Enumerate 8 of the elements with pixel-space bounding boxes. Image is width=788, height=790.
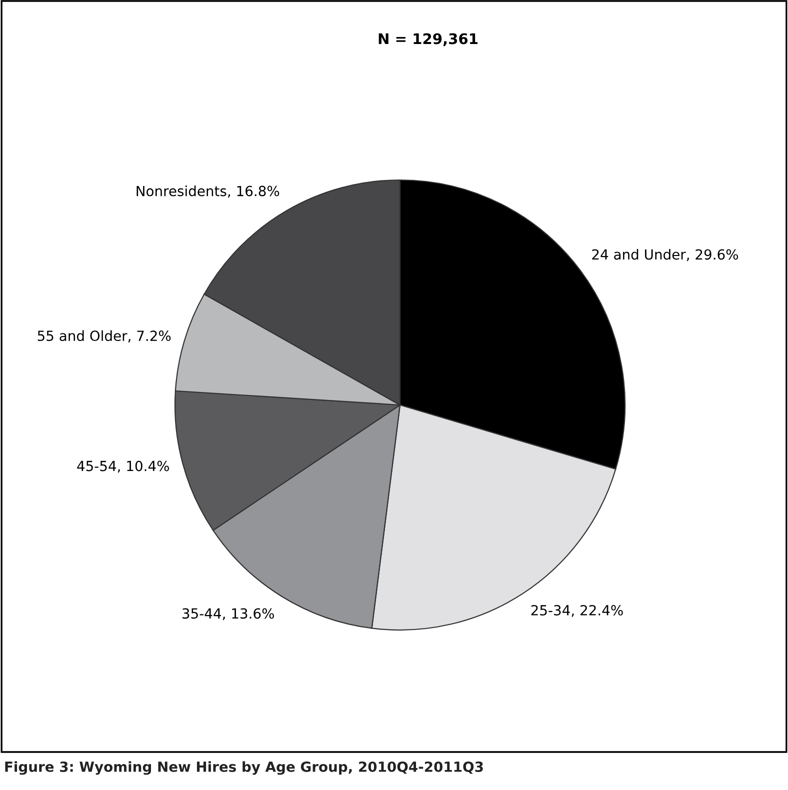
slice-label: Nonresidents, 16.8% xyxy=(136,186,280,198)
slice-label: 25-34, 22.4% xyxy=(531,604,623,617)
slice-label: 35-44, 13.6% xyxy=(182,608,274,620)
chart-title: N = 129,361 xyxy=(378,33,478,46)
slice-label: 24 and Under, 29.6% xyxy=(592,248,738,262)
slice-label: 45-54, 10.4% xyxy=(77,460,169,473)
caption: Figure 3: Wyoming New Hires by Age Group, 2010Q4-2011Q3 xyxy=(5,761,483,775)
slice-label: 55 and Older, 7.2% xyxy=(38,330,171,342)
